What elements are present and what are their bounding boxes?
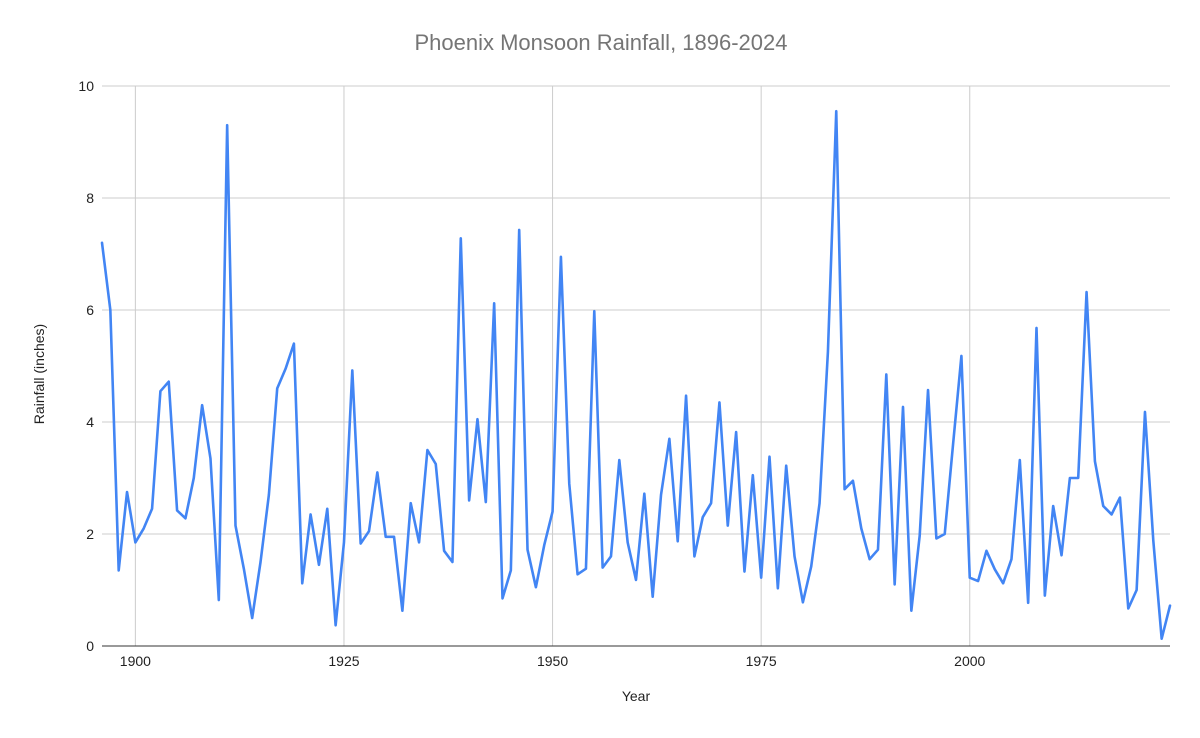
y-axis-label: Rainfall (inches) bbox=[31, 324, 47, 424]
y-tick-label: 8 bbox=[86, 190, 94, 206]
y-tick-label: 6 bbox=[86, 302, 94, 318]
y-tick-label: 2 bbox=[86, 526, 94, 542]
y-tick-label: 10 bbox=[78, 78, 94, 94]
x-axis-label: Year bbox=[622, 688, 651, 704]
x-tick-label: 1925 bbox=[328, 653, 359, 669]
data-series bbox=[100, 109, 1172, 641]
x-tick-label: 2000 bbox=[954, 653, 985, 669]
y-tick-label: 0 bbox=[86, 638, 94, 654]
x-tick-label: 1950 bbox=[537, 653, 568, 669]
series-line bbox=[100, 109, 1172, 641]
y-tick-label: 4 bbox=[86, 414, 94, 430]
tick-labels: 0 2 4 6 8 10 1900 1925 1950 1975 2000 bbox=[78, 78, 985, 669]
x-tick-label: 1900 bbox=[120, 653, 151, 669]
x-tick-label: 1975 bbox=[746, 653, 777, 669]
chart-title: Phoenix Monsoon Rainfall, 1896-2024 bbox=[414, 30, 787, 55]
